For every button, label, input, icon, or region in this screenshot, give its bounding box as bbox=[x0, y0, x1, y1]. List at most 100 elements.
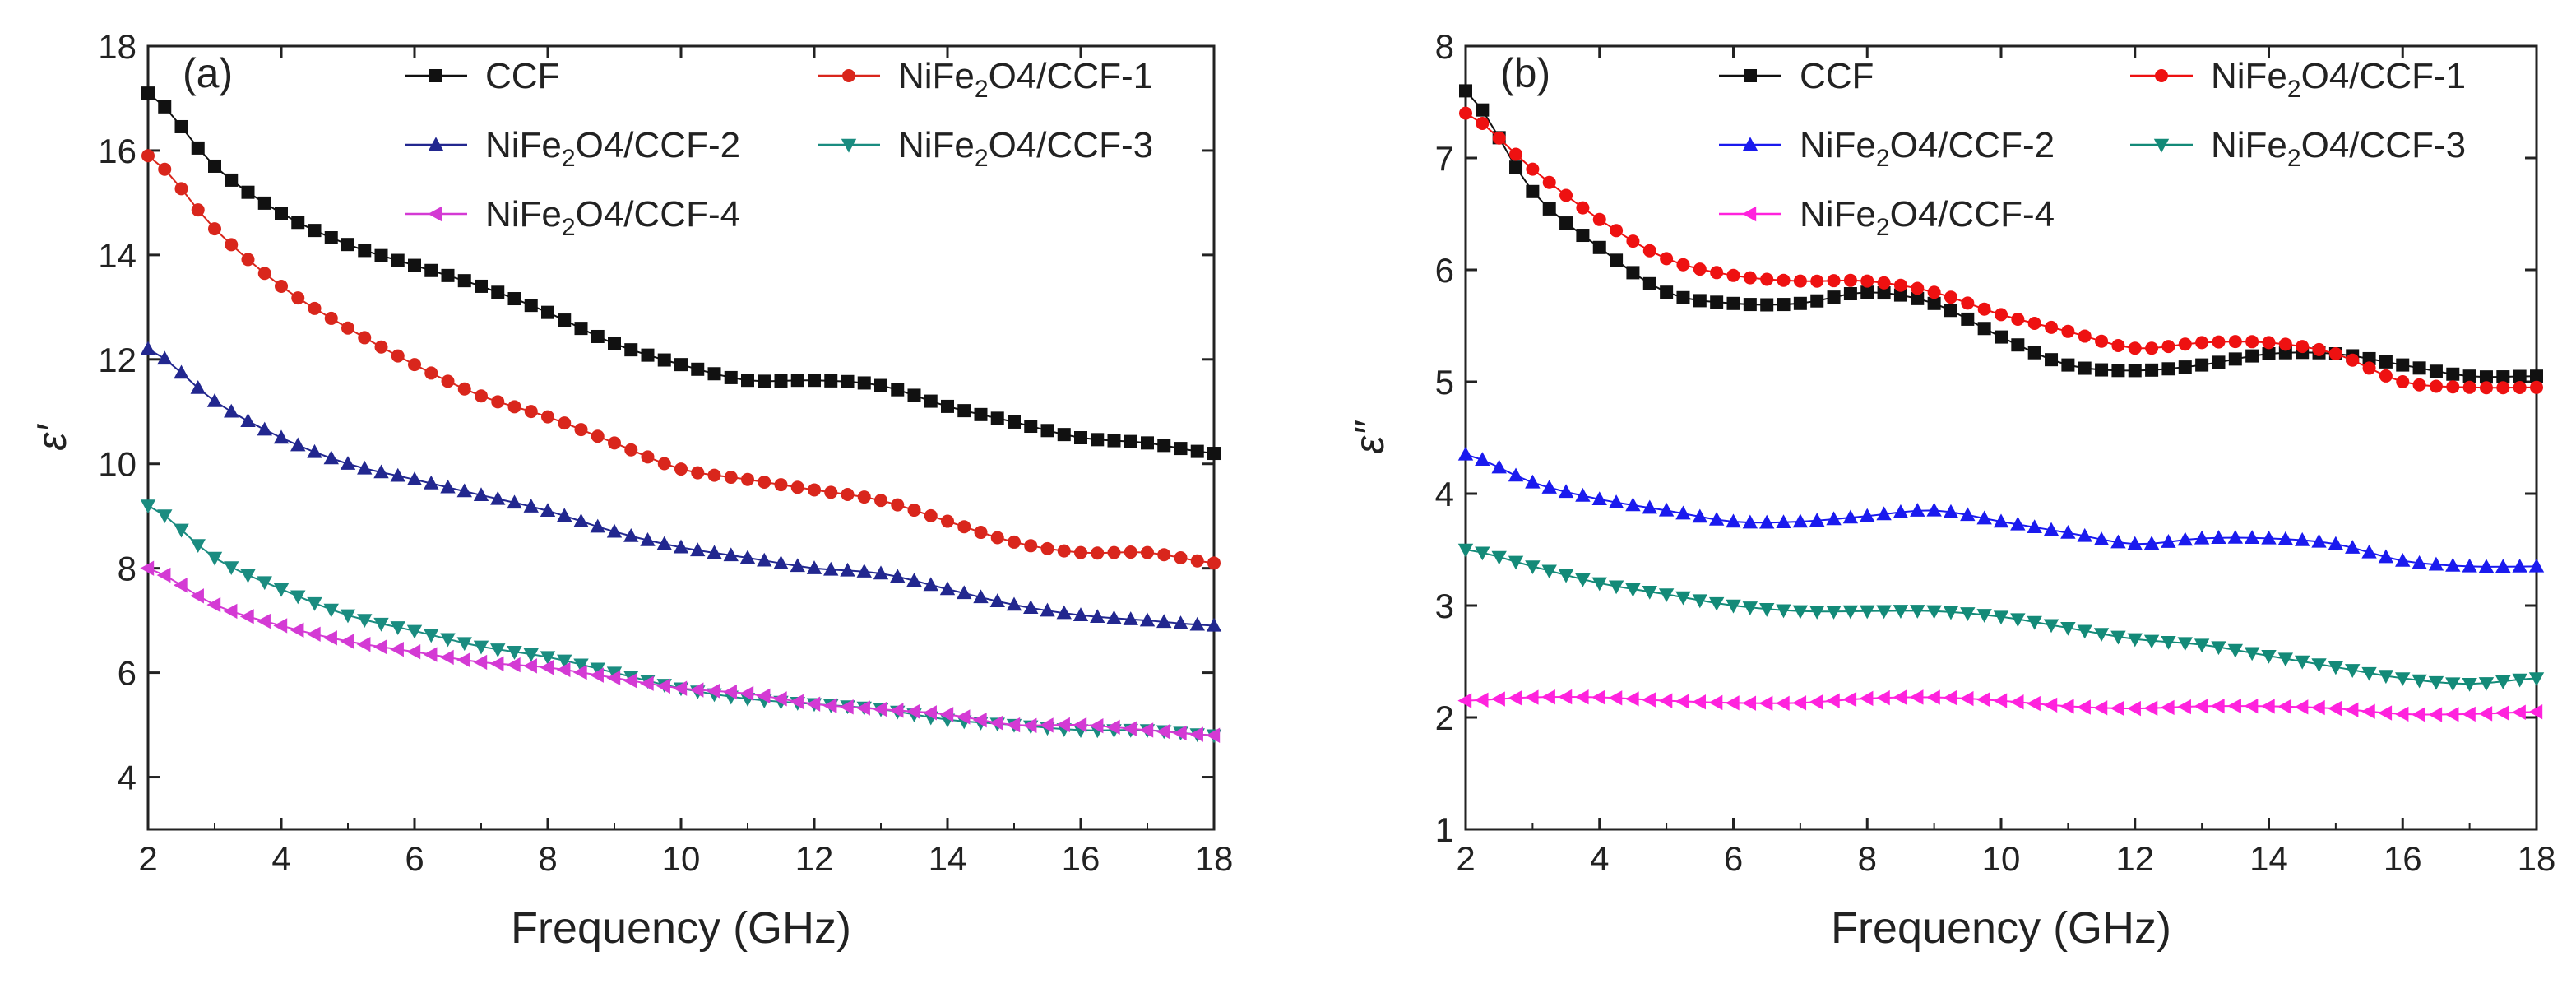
data-point bbox=[2143, 634, 2160, 649]
data-point bbox=[1559, 188, 1573, 202]
data-point bbox=[1876, 506, 1892, 521]
panel-label: (b) bbox=[1500, 50, 1550, 96]
data-point bbox=[1893, 504, 1909, 518]
data-point bbox=[190, 588, 204, 604]
legend-label-sub: 2 bbox=[2287, 145, 2301, 172]
legend-label-sub: 2 bbox=[2287, 76, 2301, 103]
data-point bbox=[2210, 698, 2225, 714]
legend-item: NiFe2O4/CCF-2 bbox=[405, 125, 740, 172]
data-point bbox=[174, 182, 188, 196]
data-point bbox=[2043, 697, 2058, 713]
data-point bbox=[2362, 351, 2376, 365]
data-point bbox=[490, 490, 506, 505]
y-tick-label: 14 bbox=[98, 236, 137, 275]
data-point bbox=[1995, 330, 2008, 344]
data-point bbox=[191, 203, 205, 217]
data-point bbox=[2495, 675, 2511, 689]
data-point bbox=[2143, 700, 2158, 716]
data-point bbox=[2095, 363, 2109, 377]
data-point bbox=[1509, 147, 1523, 161]
data-point bbox=[2212, 335, 2226, 349]
legend-label-tail: O4/CCF-1 bbox=[989, 56, 1153, 96]
data-point bbox=[1206, 617, 1222, 632]
data-point bbox=[391, 349, 405, 363]
data-point bbox=[1172, 725, 1187, 741]
data-point bbox=[475, 279, 488, 293]
data-point bbox=[1541, 480, 1557, 494]
data-point bbox=[224, 561, 239, 576]
data-point bbox=[190, 539, 206, 554]
data-point bbox=[1742, 601, 1758, 615]
legend-label-tail: O4/CCF-3 bbox=[2301, 125, 2466, 165]
data-point bbox=[2093, 628, 2110, 643]
legend-label-main: NiFe bbox=[485, 125, 562, 165]
data-point bbox=[1675, 591, 1691, 606]
data-point bbox=[2328, 700, 2342, 717]
data-point bbox=[657, 353, 671, 367]
series-nife2o4-ccf-3 bbox=[140, 499, 1222, 744]
x-tick-label: 14 bbox=[929, 839, 967, 878]
data-point bbox=[1558, 689, 1573, 705]
data-point bbox=[857, 376, 871, 390]
data-point bbox=[1993, 513, 2009, 528]
data-point bbox=[723, 684, 737, 700]
data-point bbox=[874, 494, 887, 508]
data-point bbox=[2244, 530, 2260, 544]
data-point bbox=[2077, 527, 2092, 542]
data-point bbox=[157, 509, 173, 524]
data-point bbox=[1526, 184, 1540, 198]
data-point bbox=[874, 378, 887, 392]
data-point bbox=[2379, 369, 2393, 383]
data-point bbox=[1457, 446, 1474, 461]
data-point bbox=[2345, 664, 2361, 678]
x-tick-label: 16 bbox=[2384, 839, 2422, 878]
data-point bbox=[275, 207, 288, 220]
data-point bbox=[1576, 201, 1590, 215]
data-point bbox=[1040, 424, 1054, 438]
data-point bbox=[873, 701, 887, 717]
data-point bbox=[2428, 556, 2444, 571]
data-point bbox=[225, 238, 239, 252]
data-point bbox=[1843, 287, 1857, 301]
y-tick-label: 3 bbox=[1435, 587, 1454, 625]
data-point bbox=[2195, 358, 2209, 372]
data-point bbox=[673, 680, 688, 696]
data-point bbox=[2528, 672, 2545, 686]
data-point bbox=[1777, 273, 1791, 287]
data-point bbox=[2328, 536, 2344, 550]
data-point bbox=[140, 499, 156, 514]
legend-label-main: NiFe bbox=[2211, 125, 2287, 165]
data-point bbox=[290, 437, 306, 452]
data-point bbox=[2394, 706, 2409, 722]
data-point bbox=[1090, 609, 1105, 624]
data-point bbox=[1943, 689, 1957, 706]
data-point bbox=[1726, 268, 1740, 282]
data-point bbox=[1742, 514, 1758, 529]
data-point bbox=[2111, 364, 2125, 378]
data-point bbox=[2428, 675, 2444, 690]
data-point bbox=[1457, 543, 1474, 558]
data-point bbox=[1793, 274, 1807, 288]
data-point bbox=[1508, 690, 1522, 706]
data-point bbox=[2228, 352, 2242, 366]
data-point bbox=[1911, 291, 1925, 305]
data-point bbox=[1558, 484, 1574, 499]
data-point bbox=[674, 358, 688, 372]
data-point bbox=[523, 658, 537, 674]
data-point bbox=[1842, 509, 1859, 524]
data-point bbox=[1742, 695, 1757, 711]
data-point bbox=[507, 292, 521, 306]
legend-item: NiFe2O4/CCF-1 bbox=[818, 56, 1153, 103]
data-point bbox=[741, 472, 754, 486]
x-tick-label: 4 bbox=[271, 839, 290, 878]
data-point bbox=[923, 705, 937, 721]
data-point bbox=[473, 487, 489, 502]
data-point bbox=[1508, 467, 1524, 482]
data-point bbox=[156, 567, 171, 583]
data-point bbox=[1860, 605, 1875, 620]
data-point bbox=[823, 561, 839, 576]
y-tick-label: 6 bbox=[118, 654, 137, 693]
data-point bbox=[706, 683, 720, 699]
data-point bbox=[2043, 619, 2059, 634]
data-point bbox=[1475, 546, 1490, 561]
